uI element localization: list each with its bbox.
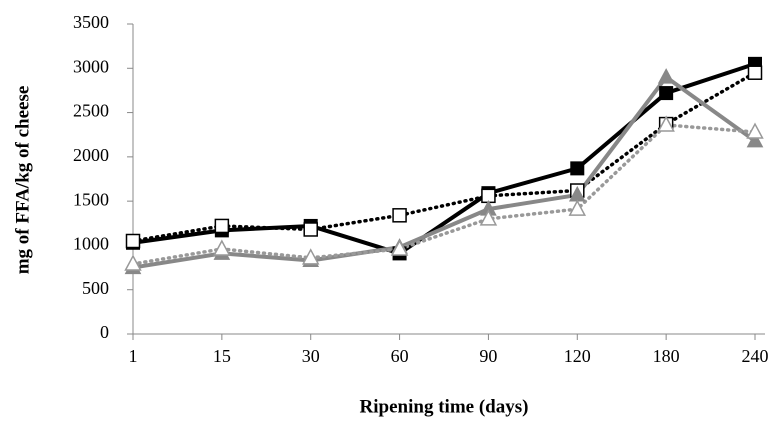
y-tick-label: 3500 — [73, 12, 109, 32]
marker — [125, 233, 141, 249]
marker — [746, 122, 764, 139]
series-line — [132, 61, 756, 256]
y-tick-label: 1000 — [73, 234, 109, 254]
marker — [657, 115, 675, 132]
x-tick-label: 1 — [129, 346, 138, 366]
x-tick-label: 240 — [742, 346, 769, 366]
series-line — [131, 70, 757, 243]
x-axis-title: Ripening time (days) — [360, 396, 529, 417]
marker — [390, 239, 409, 256]
y-axis-title: mg of FFA/kg of cheese — [12, 86, 33, 275]
marker — [214, 218, 230, 234]
marker — [746, 131, 764, 148]
x-tick-label: 60 — [391, 346, 409, 366]
marker — [213, 239, 231, 256]
y-tick-label: 0 — [100, 322, 109, 342]
series-line — [132, 75, 757, 270]
y-tick-label: 500 — [82, 278, 109, 298]
marker — [747, 65, 763, 80]
marker — [124, 254, 142, 271]
marker — [659, 86, 674, 101]
x-tick-label: 180 — [653, 346, 680, 366]
marker — [303, 222, 318, 237]
y-tick-label: 2500 — [73, 101, 109, 121]
y-tick-label: 1500 — [73, 189, 109, 209]
marker — [570, 161, 585, 176]
marker — [301, 248, 320, 265]
y-tick-label: 2000 — [73, 145, 109, 165]
marker — [568, 199, 587, 216]
marker — [657, 68, 675, 84]
x-tick-label: 15 — [213, 346, 231, 366]
x-tick-label: 120 — [564, 346, 591, 366]
x-tick-label: 30 — [302, 346, 320, 366]
series-line — [131, 123, 757, 266]
marker — [392, 208, 407, 223]
x-tick-label: 90 — [479, 346, 497, 366]
y-tick-label: 3000 — [73, 56, 109, 76]
marker — [479, 209, 498, 226]
